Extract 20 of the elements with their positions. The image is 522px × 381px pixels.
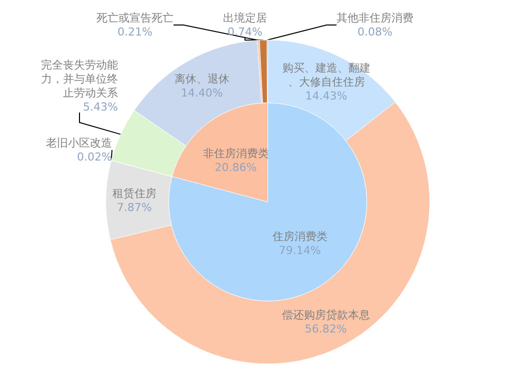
slice-label: 购买、建造、翻建、大修自住住房 [282,61,370,88]
slice-label: 租赁住房 [112,186,156,200]
data-label: 79.14% [278,244,321,258]
data-label: 14.43% [305,89,348,102]
slice-label: 出境定居 [223,12,267,24]
data-label: 0.08% [358,26,392,38]
slice-label: 完全丧失劳动能力，并与单位终止劳动关系 [41,58,118,100]
slice-label: 偿还购房贷款本息 [282,308,370,322]
slice-label: 其他非住房消费 [336,12,414,24]
data-label: 56.82% [304,322,347,336]
data-label: 0.21% [118,26,152,38]
slice-label: 离休、退休 [174,72,230,86]
data-label: 0.74% [228,26,262,38]
slice-label: 死亡或宣告死亡 [96,12,174,24]
slice-label: 住房消费类 [272,230,328,244]
slice-label: 老旧小区改造 [46,136,112,150]
data-label: 7.87% [116,200,152,214]
data-label: 14.40% [180,86,223,100]
data-label: 20.86% [214,160,257,174]
data-label: 5.43% [83,100,118,114]
